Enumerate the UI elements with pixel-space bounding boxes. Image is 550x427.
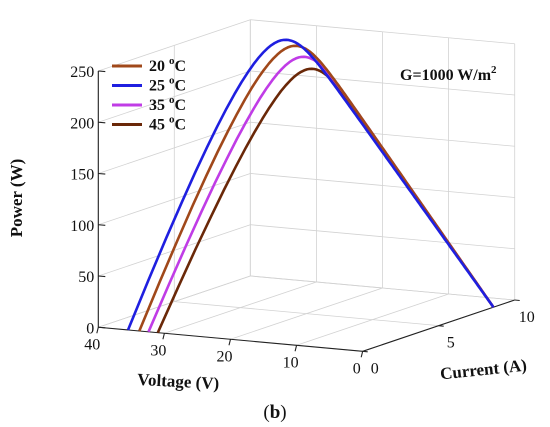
gridline bbox=[98, 173, 251, 226]
tick-mark bbox=[294, 345, 298, 352]
legend-label: 45 oC bbox=[149, 114, 186, 134]
irradiance-annotation: G=1000 W/m2 bbox=[400, 64, 497, 84]
gridline bbox=[250, 275, 515, 301]
voltage-axis-label: Voltage (V) bbox=[137, 370, 220, 393]
gridline bbox=[98, 70, 251, 123]
irradiance-superscript: 2 bbox=[491, 64, 497, 76]
tick-mark bbox=[162, 333, 165, 340]
voltage-tick-label: 30 bbox=[150, 342, 166, 359]
voltage-tick-label: 10 bbox=[283, 354, 299, 371]
tick-mark bbox=[514, 299, 520, 302]
current-tick-labels: 0 5 10 bbox=[371, 309, 535, 377]
tick-mark bbox=[98, 275, 106, 278]
power-tick-label: 250 bbox=[70, 64, 94, 81]
series-line bbox=[147, 55, 495, 333]
axes bbox=[96, 70, 520, 358]
gridline bbox=[98, 19, 251, 72]
power-tick-label: 200 bbox=[70, 115, 94, 132]
tick-mark bbox=[228, 339, 232, 346]
panel-letter: b bbox=[270, 402, 281, 423]
tick-mark bbox=[360, 351, 364, 358]
current-tick-label: 0 bbox=[371, 360, 379, 377]
gridline bbox=[250, 19, 515, 45]
power-tick-label: 100 bbox=[70, 218, 94, 235]
tick-mark bbox=[98, 172, 106, 175]
irradiance-text: G=1000 W/m bbox=[400, 67, 492, 84]
current-tick-label: 10 bbox=[519, 309, 535, 326]
legend-label: 35 oC bbox=[149, 94, 186, 114]
gridline bbox=[98, 121, 251, 174]
tick-mark bbox=[98, 121, 106, 124]
tick-mark bbox=[362, 350, 368, 353]
power-tick-label: 50 bbox=[78, 269, 94, 286]
voltage-tick-label: 0 bbox=[353, 360, 361, 377]
power-tick-labels: 0 50 100 150 200 250 bbox=[70, 64, 94, 337]
panel-label: (b) bbox=[263, 402, 286, 423]
gridline bbox=[174, 301, 439, 327]
power-axis-label: Power (W) bbox=[7, 159, 26, 238]
tick-mark bbox=[98, 326, 106, 329]
tick-mark bbox=[98, 70, 106, 73]
tick-mark bbox=[438, 325, 444, 327]
series-line bbox=[126, 38, 495, 331]
gridline bbox=[250, 224, 515, 250]
power-tick-label: 150 bbox=[70, 167, 94, 184]
curves bbox=[126, 38, 495, 334]
voltage-tick-labels: 0 10 20 30 40 bbox=[84, 336, 360, 377]
legend-label: 25 oC bbox=[149, 75, 186, 95]
gridline bbox=[250, 173, 515, 198]
gridline bbox=[250, 121, 515, 147]
voltage-tick-label: 40 bbox=[84, 336, 100, 353]
voltage-tick-label: 20 bbox=[217, 348, 233, 365]
current-tick-label: 5 bbox=[447, 335, 455, 352]
current-axis-label: Current (A) bbox=[439, 356, 528, 384]
tick-mark bbox=[98, 224, 106, 226]
tick-mark bbox=[96, 327, 99, 334]
grid bbox=[97, 19, 516, 352]
power-tick-label: 0 bbox=[86, 320, 94, 337]
legend-label: 20 oC bbox=[149, 55, 186, 75]
